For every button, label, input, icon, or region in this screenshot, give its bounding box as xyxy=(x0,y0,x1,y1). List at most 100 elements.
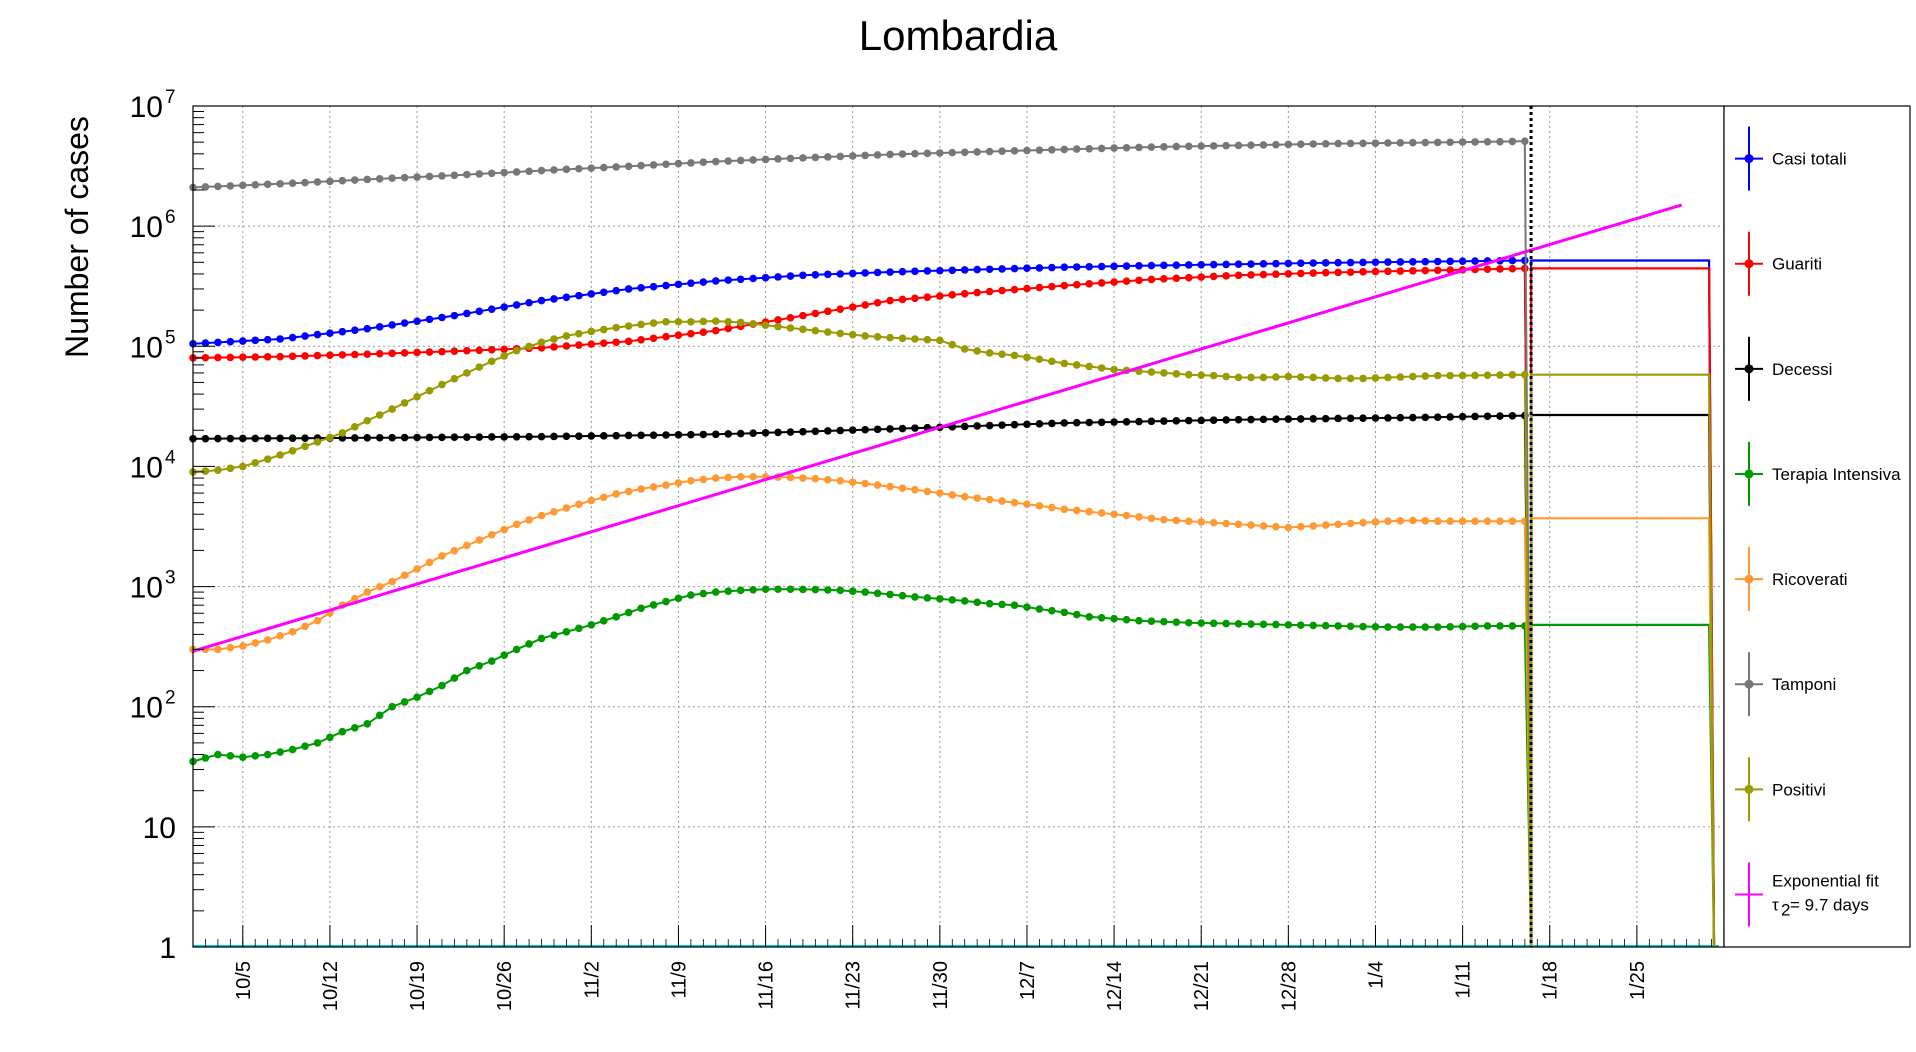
data-point xyxy=(201,183,210,191)
data-point xyxy=(1421,413,1430,422)
data-point xyxy=(1172,142,1181,151)
data-point xyxy=(388,433,396,442)
data-point xyxy=(400,571,409,580)
data-point xyxy=(687,159,695,167)
data-point xyxy=(1060,359,1069,368)
data-point xyxy=(1508,412,1517,420)
data-point xyxy=(1184,618,1193,627)
data-point xyxy=(1446,257,1454,266)
data-point xyxy=(724,324,733,333)
data-point xyxy=(1409,413,1417,422)
data-point xyxy=(960,266,969,274)
data-point xyxy=(711,430,720,439)
series-tamponi xyxy=(189,137,1533,948)
data-point xyxy=(799,271,807,280)
data-point xyxy=(550,508,558,516)
data-point xyxy=(562,293,571,302)
data-point xyxy=(575,329,583,338)
data-point xyxy=(1296,373,1305,381)
data-point xyxy=(1396,139,1405,147)
data-point xyxy=(201,434,210,443)
data-point xyxy=(637,335,645,344)
data-point xyxy=(537,634,546,643)
data-point xyxy=(1371,258,1380,267)
data-point xyxy=(1010,147,1019,155)
data-point xyxy=(363,324,372,333)
data-point xyxy=(413,173,421,181)
data-point xyxy=(500,345,508,354)
data-point xyxy=(799,585,807,594)
data-point xyxy=(438,681,446,690)
data-point xyxy=(1284,523,1293,532)
data-point xyxy=(425,315,434,324)
data-point xyxy=(1222,272,1230,280)
data-point xyxy=(1371,518,1380,526)
data-point xyxy=(761,273,770,282)
data-point xyxy=(1496,622,1504,630)
data-point xyxy=(326,433,334,442)
data-point xyxy=(1508,622,1517,630)
data-point xyxy=(1321,259,1330,267)
data-point xyxy=(687,430,695,439)
data-point xyxy=(786,585,795,594)
data-point xyxy=(1309,414,1318,423)
data-point xyxy=(1072,506,1081,515)
x-tick-label: 10/12 xyxy=(320,961,342,1011)
data-point xyxy=(911,335,919,343)
data-point xyxy=(1272,415,1280,424)
data-point xyxy=(786,313,795,322)
data-point xyxy=(1334,139,1342,148)
data-point xyxy=(575,500,583,509)
data-point xyxy=(500,352,508,360)
data-point xyxy=(1334,258,1342,267)
data-point xyxy=(288,434,297,443)
data-point xyxy=(1496,412,1504,420)
data-point xyxy=(1371,139,1380,147)
data-point xyxy=(973,148,981,156)
data-point xyxy=(649,319,658,327)
data-point xyxy=(562,628,571,636)
data-point xyxy=(413,348,421,357)
data-point xyxy=(1197,619,1206,627)
data-point xyxy=(1272,259,1280,268)
data-point xyxy=(1259,620,1268,629)
data-point xyxy=(375,349,384,358)
data-point xyxy=(226,434,235,443)
data-point xyxy=(662,481,670,489)
data-point xyxy=(861,588,869,596)
data-point xyxy=(749,274,757,283)
data-point xyxy=(1247,415,1255,424)
data-point xyxy=(1409,138,1417,147)
data-point xyxy=(1321,521,1330,529)
data-point xyxy=(824,475,832,484)
data-point xyxy=(1097,279,1106,287)
data-point xyxy=(1072,280,1081,289)
data-point xyxy=(251,353,260,361)
data-point xyxy=(537,338,546,347)
data-point xyxy=(251,336,260,345)
data-point xyxy=(786,473,795,482)
data-point xyxy=(761,585,770,594)
data-point xyxy=(624,285,633,293)
data-point xyxy=(1072,361,1081,369)
data-point xyxy=(923,335,932,344)
data-point xyxy=(1160,369,1168,377)
data-point xyxy=(649,431,658,439)
data-point xyxy=(1284,372,1293,381)
data-point xyxy=(1446,623,1454,631)
data-point xyxy=(201,467,210,475)
data-point xyxy=(276,451,284,459)
data-point xyxy=(463,541,471,550)
data-point xyxy=(525,342,533,351)
data-point xyxy=(1483,137,1492,146)
y-tick-label: 10 xyxy=(130,572,163,605)
data-point xyxy=(1433,266,1442,275)
data-point xyxy=(948,491,957,499)
data-point xyxy=(649,161,658,169)
data-point xyxy=(824,153,832,161)
y-axis-label: Number of cases xyxy=(59,116,95,358)
data-point xyxy=(936,595,944,603)
data-point xyxy=(873,268,882,277)
data-point xyxy=(898,267,907,276)
data-point xyxy=(550,343,558,351)
